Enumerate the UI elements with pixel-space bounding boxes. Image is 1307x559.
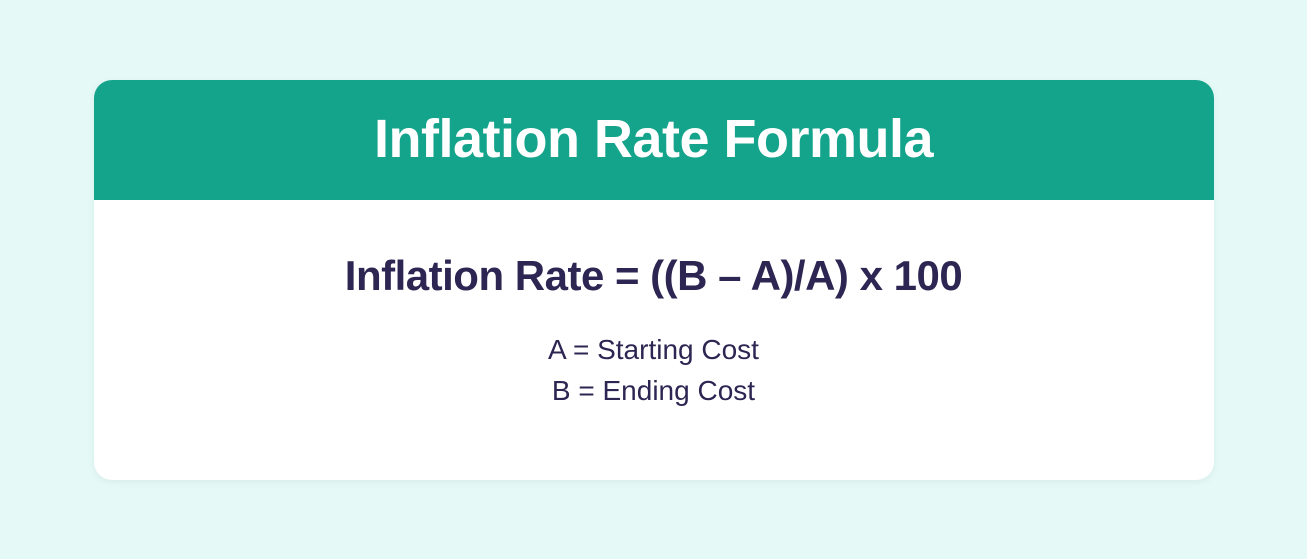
legend-b: B = Ending Cost: [548, 371, 759, 412]
card-title: Inflation Rate Formula: [94, 108, 1214, 170]
formula-card: Inflation Rate Formula Inflation Rate = …: [94, 80, 1214, 480]
card-header: Inflation Rate Formula: [94, 80, 1214, 200]
card-body: Inflation Rate = ((B – A)/A) x 100 A = S…: [94, 200, 1214, 480]
formula-text: Inflation Rate = ((B – A)/A) x 100: [345, 252, 962, 300]
legend-a: A = Starting Cost: [548, 330, 759, 371]
legend: A = Starting Cost B = Ending Cost: [548, 330, 759, 411]
